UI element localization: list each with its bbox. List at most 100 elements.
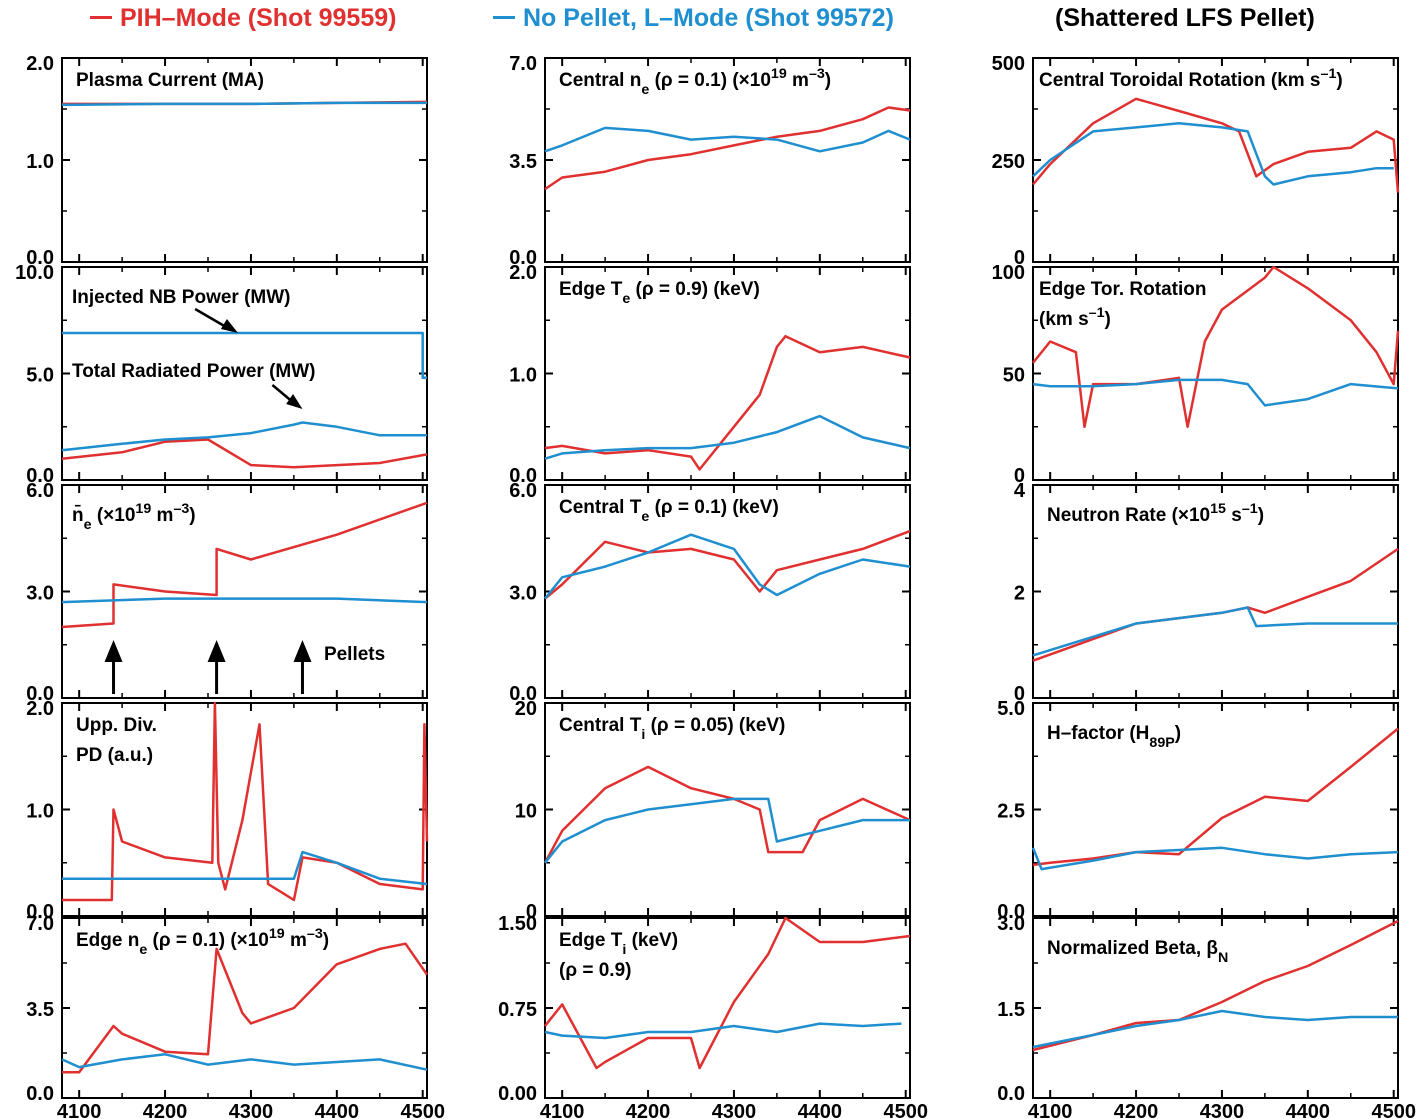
panel-upp-div-pd: 2.0 1.0 0.0 Upp. Div. PD (a.u.) — [26, 698, 429, 923]
series-line-pih — [543, 765, 911, 864]
y-tick-label: 0.0 — [26, 247, 54, 269]
panel-edge-te: 2.0 1.0 0.0 Edge Te (ρ = 0.9) (keV) — [509, 262, 911, 487]
y-tick-label: 0.0 — [509, 247, 537, 269]
y-tick-label: 10.0 — [15, 262, 54, 284]
x-tick-label: 4200 — [626, 1101, 671, 1119]
series-line-lmode — [62, 850, 428, 886]
y-tick-label: 3.0 — [509, 583, 537, 605]
panel-title: Central Toroidal Rotation (km s–1) — [1039, 66, 1343, 91]
x-tick-label: 4300 — [229, 1101, 274, 1119]
series-line-lmode — [544, 126, 911, 153]
y-tick-label: 2.0 — [26, 53, 54, 75]
x-tick-label: 4400 — [315, 1101, 360, 1119]
x-tick-label: 4100 — [1028, 1101, 1073, 1119]
y-tick-label: 1.0 — [26, 151, 54, 173]
y-tick-label: 1.0 — [509, 365, 537, 387]
y-tick-label: 0.0 — [509, 465, 537, 487]
series-line-pih — [62, 701, 429, 902]
panel-title: Central ne (ρ = 0.1) (×1019 m–3) — [559, 66, 831, 98]
panel-title: Edge ne (ρ = 0.1) (×1019 m–3) — [76, 926, 329, 958]
series-line-pih — [1032, 727, 1399, 867]
y-tick-label: 1.0 — [26, 801, 54, 823]
y-tick-label: 7.0 — [509, 53, 537, 75]
y-tick-label: 100 — [992, 262, 1025, 284]
series-line-pih — [544, 529, 911, 600]
x-tick-label: 4300 — [1200, 1101, 1245, 1119]
series-line-lmode — [544, 414, 911, 460]
panel-neutron-rate: 4 2 0 Neutron Rate (×1015 s–1) — [1014, 480, 1399, 705]
panel-title: Upp. Div. — [76, 715, 157, 736]
y-tick-label: 0.75 — [498, 999, 537, 1021]
y-tick-label: 10 — [515, 801, 537, 823]
panel-edge-tor-rot: 100 50 0 Edge Tor. Rotation (km s–1) — [992, 262, 1400, 487]
panel-title: Edge Ti (keV) — [559, 930, 678, 958]
x-tick-label: 4100 — [57, 1101, 102, 1119]
y-tick-label: 0.0 — [509, 683, 537, 705]
y-tick-label: 3.0 — [997, 913, 1025, 935]
panel-title: Edge Te (ρ = 0.9) (keV) — [559, 279, 760, 307]
arrow-nb-head — [220, 319, 239, 333]
x-tick-label: 4200 — [1114, 1101, 1159, 1119]
panel-title-2: (km s–1) — [1039, 305, 1111, 330]
column3-header: (Shattered LFS Pellet) — [1055, 4, 1315, 32]
series-line-pih — [1032, 547, 1399, 662]
y-tick-label: 2.0 — [26, 698, 54, 720]
y-tick-label: 4 — [1014, 480, 1026, 502]
x-tick-label: 4100 — [540, 1101, 585, 1119]
panel-title: Injected NB Power (MW) — [72, 287, 291, 308]
panel-title-2: (ρ = 0.9) — [559, 960, 631, 981]
legend-lmode-swatch — [493, 15, 515, 19]
series-line-pih — [544, 334, 911, 471]
x-tick-label: 4200 — [143, 1101, 188, 1119]
x-tick-label: 4500 — [1371, 1101, 1416, 1119]
legend-pih-swatch — [90, 15, 112, 19]
arrow-rad-head — [286, 394, 303, 409]
series-line-pih — [544, 106, 911, 191]
x-tick-label: 4300 — [712, 1101, 757, 1119]
y-tick-label: 2.5 — [997, 801, 1025, 823]
series-line-pih — [1032, 97, 1400, 193]
legend-pih: PIH–Mode (Shot 99559) — [90, 4, 396, 33]
y-tick-label: 0.0 — [26, 465, 54, 487]
pellets-label: Pellets — [324, 644, 385, 665]
series-line-pih — [61, 501, 428, 629]
y-tick-label: 0.0 — [997, 1083, 1025, 1105]
panel-title: H–factor (H89P) — [1047, 723, 1181, 751]
legend-pih-label: PIH–Mode (Shot 99559) — [120, 4, 397, 32]
y-tick-label: 6.0 — [509, 480, 537, 502]
series-line-lmode — [1032, 122, 1394, 186]
y-tick-label: 0.00 — [498, 1083, 537, 1105]
panel-title-2: PD (a.u.) — [76, 745, 153, 766]
y-tick-label: 2.0 — [509, 262, 537, 284]
x-tick-label: 4500 — [883, 1101, 928, 1119]
x-tick-label: 4400 — [1286, 1101, 1331, 1119]
series-line-lmode — [1032, 1009, 1398, 1049]
legend-lmode: No Pellet, L–Mode (Shot 99572) — [493, 4, 894, 33]
panel-ne-bar: 6.0 3.0 0.0 n̄e (×1019 m–3) Pellets — [26, 480, 428, 705]
pellet-arrow-head — [207, 640, 226, 662]
series-line-lmode — [544, 533, 911, 600]
series-line-pih — [61, 438, 428, 469]
legend-lmode-label: No Pellet, L–Mode (Shot 99572) — [523, 4, 894, 32]
series-line-lmode — [61, 597, 428, 604]
y-tick-label: 5.0 — [997, 698, 1025, 720]
y-tick-label: 7.0 — [26, 913, 54, 935]
y-tick-label: 3.5 — [509, 151, 537, 173]
y-tick-label: 2 — [1014, 583, 1025, 605]
y-tick-label: 0 — [1014, 465, 1025, 487]
y-tick-label: 50 — [1003, 365, 1025, 387]
pellet-arrow-head — [293, 640, 312, 662]
panel-title: Central Te (ρ = 0.1) (keV) — [559, 497, 779, 525]
y-tick-label: 0 — [526, 901, 537, 923]
y-tick-label: 5.0 — [26, 365, 54, 387]
series-line-lmode — [62, 331, 427, 380]
series-line-pih — [1032, 265, 1400, 429]
panel-central-ne: 7.0 3.5 0.0 Central ne (ρ = 0.1) (×1019 m–3… — [509, 53, 911, 269]
panel-title: Normalized Beta, βN — [1047, 938, 1228, 966]
y-tick-label: 1.50 — [498, 913, 537, 935]
